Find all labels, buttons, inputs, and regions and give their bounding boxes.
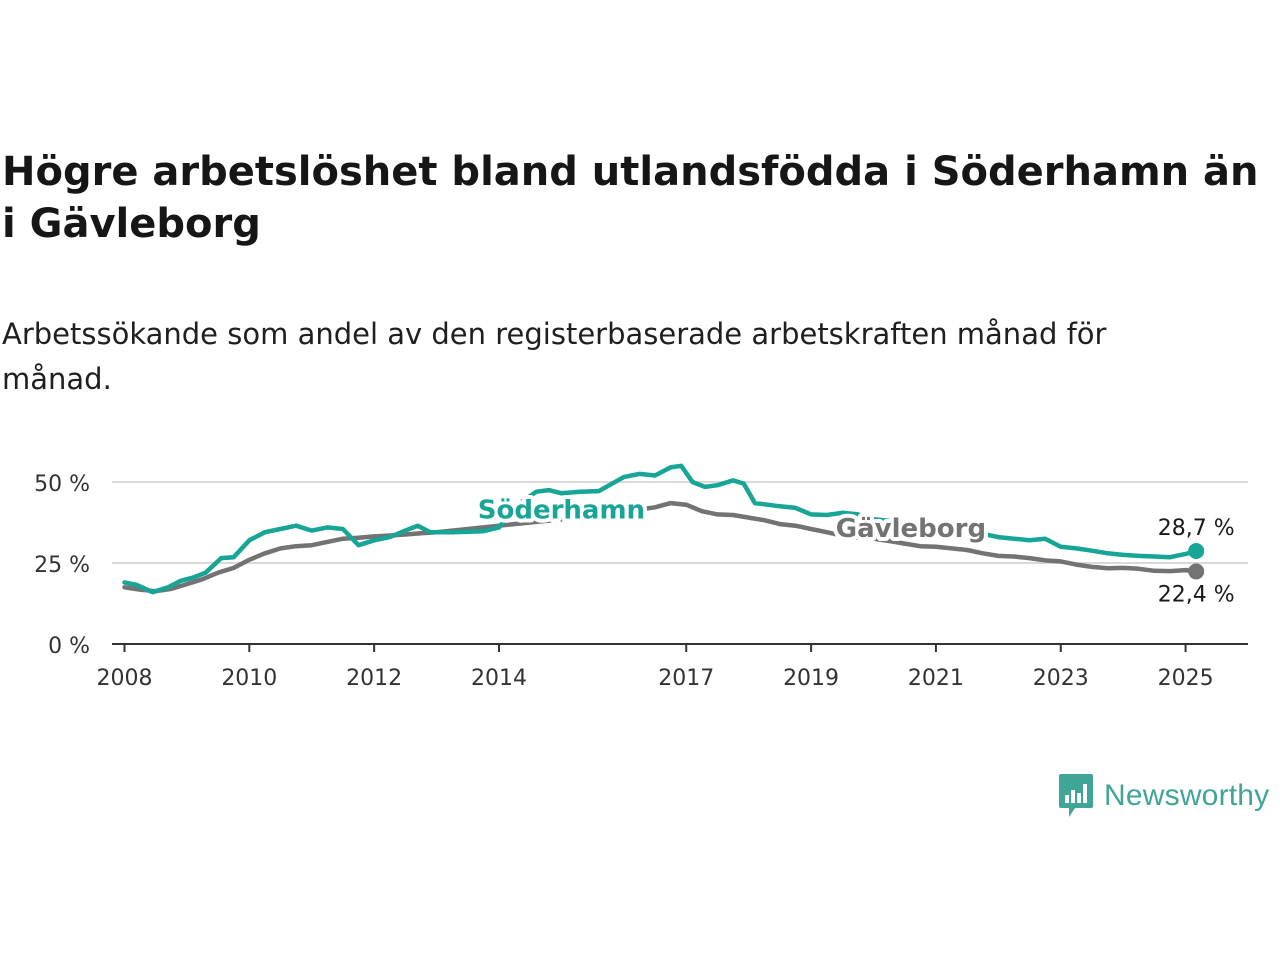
line-chart: 0 % 25 % 50 % 2008 2010 2012 2014 2017 2019 2021 2… xyxy=(34,463,1248,691)
end-point-dot xyxy=(1188,543,1205,560)
x-tick-label: 2021 xyxy=(908,666,964,691)
x-tick-label: 2017 xyxy=(658,666,714,691)
brand-logo: Newsworthy xyxy=(1058,772,1269,820)
x-tick-label: 2012 xyxy=(346,666,402,691)
chart-subtitle: Arbetssökande som andel av den registerb… xyxy=(2,317,1107,396)
y-tick-label: 0 % xyxy=(48,634,90,659)
y-tick-label: 50 % xyxy=(34,472,90,497)
x-tick-label: 2010 xyxy=(221,666,277,691)
end-point-dot xyxy=(1188,563,1205,580)
x-tick-label: 2014 xyxy=(471,666,527,691)
series-label-s-derhamn: Söderhamn xyxy=(478,495,645,525)
y-tick-label: 25 % xyxy=(34,553,90,578)
end-value-label: 28,7 % xyxy=(1158,516,1235,541)
series-line-s-derhamn xyxy=(122,463,1199,595)
x-tick-label: 2019 xyxy=(783,666,839,691)
newsworthy-logo-icon xyxy=(1059,774,1093,817)
series-label-g-vleborg: Gävleborg xyxy=(836,514,986,544)
series-line-g-vleborg xyxy=(122,500,1199,594)
chart-title: Högre arbetslöshet bland utlandsfödda i … xyxy=(2,149,1259,247)
x-tick-label: 2025 xyxy=(1158,666,1214,691)
brand-name: Newsworthy xyxy=(1104,779,1270,812)
x-tick-label: 2008 xyxy=(96,666,152,691)
end-value-label: 22,4 % xyxy=(1158,582,1235,607)
x-tick-label: 2023 xyxy=(1033,666,1089,691)
